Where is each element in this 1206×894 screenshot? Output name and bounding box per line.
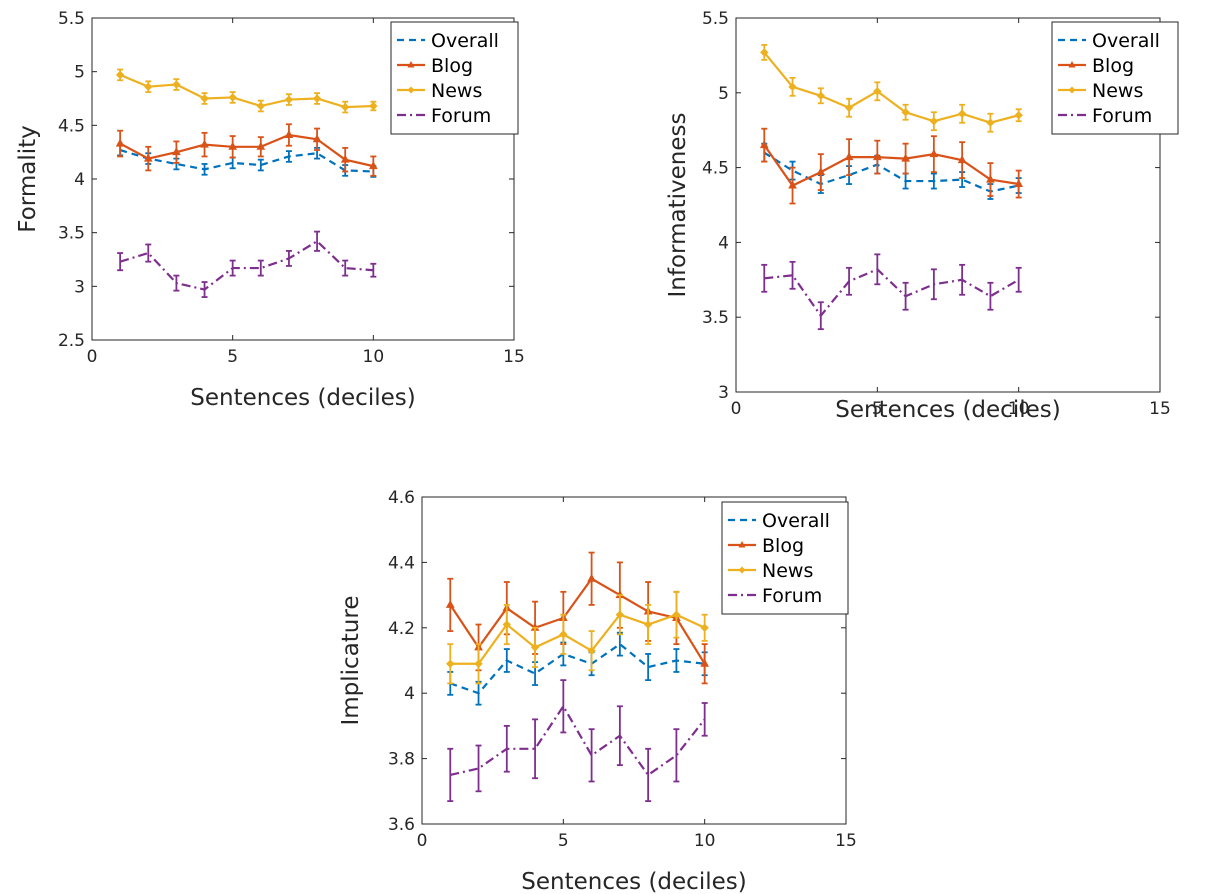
y-tick-label: 4.6 [388,488,415,508]
y-axis-label: Implicature [338,595,364,725]
x-axis-label: Sentences (deciles) [521,869,746,894]
y-tick-label: 2.5 [58,331,85,351]
y-tick-label: 4 [718,233,729,253]
legend-label: Blog [762,535,804,557]
y-tick-label: 4.5 [702,159,729,179]
x-tick-label: 15 [835,831,857,851]
y-tick-label: 4.2 [388,619,415,639]
x-tick-label: 15 [1149,399,1171,419]
y-tick-label: 3.5 [58,224,85,244]
y-tick-label: 5 [74,63,85,83]
legend-label: Forum [431,105,491,127]
y-tick-label: 5 [718,84,729,104]
formality-chart: 0 5 10 15 2.5 3 3.5 4 4.5 5 5.5 Sentences (deciles)… [15,9,525,411]
y-tick-label: 3 [74,277,85,297]
informativeness-chart: 0 5 10 15 3 3.5 4 4.5 5 5.5 Sentences (deciles) Inf… [665,9,1178,423]
y-tick-label: 3.5 [702,308,729,328]
legend: Overall Blog News Forum [722,502,848,614]
implicature-chart: 0 5 10 15 3.6 3.8 4 4.2 4.4 4.6 Sentences (deciles… [338,488,857,894]
legend-label: News [1092,80,1143,102]
x-tick-label: 5 [227,347,238,367]
legend-label: Overall [431,30,499,52]
legend-label: Forum [762,585,822,607]
x-tick-label: 10 [694,831,716,851]
legend-label: News [762,560,813,582]
legend-label: News [431,80,482,102]
legend-label: Blog [431,55,473,77]
y-tick-label: 5.5 [58,9,85,29]
x-tick-label: 0 [731,399,742,419]
y-tick-label: 5.5 [702,9,729,29]
x-axis-label: Sentences (deciles) [835,397,1060,423]
legend: Overall Blog News Forum [391,22,518,134]
legend-label: Overall [762,510,830,532]
legend-label: Forum [1092,105,1152,127]
legend: Overall Blog News Forum [1052,22,1178,134]
x-axis-label: Sentences (deciles) [190,385,415,411]
y-tick-label: 4.4 [388,553,415,573]
legend-label: Blog [1092,55,1134,77]
y-axis-label: Formality [15,125,41,232]
y-tick-label: 3.8 [388,750,415,770]
y-tick-label: 4.5 [58,116,85,136]
y-tick-label: 3.6 [388,815,415,835]
x-tick-label: 5 [558,831,569,851]
y-axis-label: Informativeness [665,113,691,298]
x-tick-label: 0 [417,831,428,851]
x-tick-label: 0 [87,347,98,367]
legend-label: Overall [1092,30,1160,52]
x-tick-label: 10 [363,347,385,367]
y-tick-label: 4 [404,684,415,704]
y-tick-label: 3 [718,383,729,403]
y-tick-label: 4 [74,170,85,190]
x-tick-label: 15 [503,347,525,367]
